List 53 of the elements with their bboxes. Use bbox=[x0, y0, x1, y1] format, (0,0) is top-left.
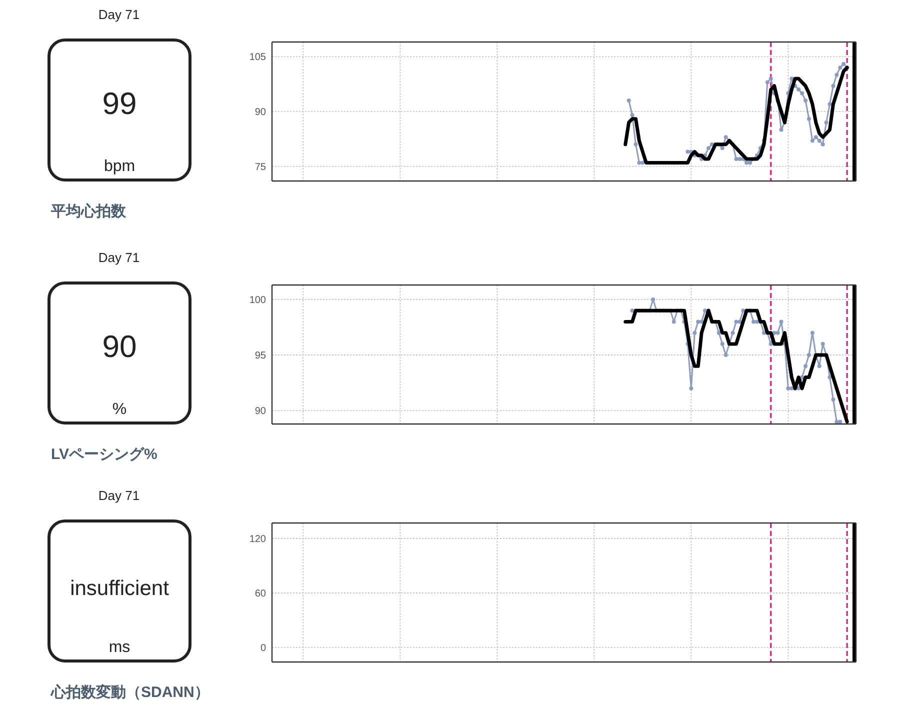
text: 心拍数変動（SDANN） bbox=[50, 683, 210, 701]
point bbox=[738, 157, 742, 162]
y-tick-label: 90 bbox=[254, 107, 266, 118]
point bbox=[768, 76, 773, 81]
point bbox=[828, 102, 832, 106]
text: ms bbox=[108, 639, 130, 656]
point bbox=[686, 150, 690, 154]
point bbox=[831, 84, 836, 88]
text: 平均心拍数 bbox=[50, 202, 127, 220]
point bbox=[720, 146, 724, 150]
point bbox=[814, 135, 818, 140]
point bbox=[834, 72, 839, 77]
y-tick-label: 0 bbox=[260, 642, 266, 654]
y-tick-label: 75 bbox=[254, 162, 266, 173]
y-tick-label: 100 bbox=[249, 294, 266, 306]
point bbox=[790, 76, 794, 81]
point bbox=[804, 98, 808, 103]
y-tick-label: 60 bbox=[254, 588, 266, 600]
point bbox=[748, 160, 752, 165]
point bbox=[820, 142, 825, 146]
point bbox=[637, 160, 642, 165]
point bbox=[838, 66, 842, 70]
text: % bbox=[112, 401, 127, 418]
point bbox=[710, 142, 714, 146]
point bbox=[734, 157, 738, 162]
point bbox=[806, 116, 811, 121]
point bbox=[779, 128, 784, 132]
point bbox=[744, 160, 749, 165]
point bbox=[706, 146, 710, 150]
y-tick-label: 105 bbox=[249, 52, 266, 64]
point bbox=[640, 160, 645, 165]
point bbox=[634, 142, 638, 146]
point bbox=[800, 91, 804, 96]
point bbox=[810, 138, 814, 143]
text: 99 bbox=[102, 86, 137, 121]
y-tick-label: 120 bbox=[249, 534, 266, 545]
point bbox=[842, 62, 846, 66]
y-tick-label: 95 bbox=[254, 350, 266, 362]
point bbox=[765, 80, 770, 84]
point bbox=[817, 138, 822, 143]
text: LVペーシング% bbox=[51, 446, 158, 463]
point bbox=[796, 88, 801, 92]
text: insufficient bbox=[70, 577, 170, 600]
y-tick-label: 90 bbox=[254, 406, 266, 418]
text: bpm bbox=[104, 158, 136, 175]
point bbox=[630, 113, 634, 118]
text: 90 bbox=[102, 329, 137, 364]
text: Day 71 bbox=[98, 250, 140, 265]
point bbox=[626, 98, 631, 103]
text: Day 71 bbox=[98, 7, 140, 22]
text: Day 71 bbox=[98, 488, 140, 503]
point bbox=[824, 120, 828, 124]
point bbox=[724, 135, 728, 140]
